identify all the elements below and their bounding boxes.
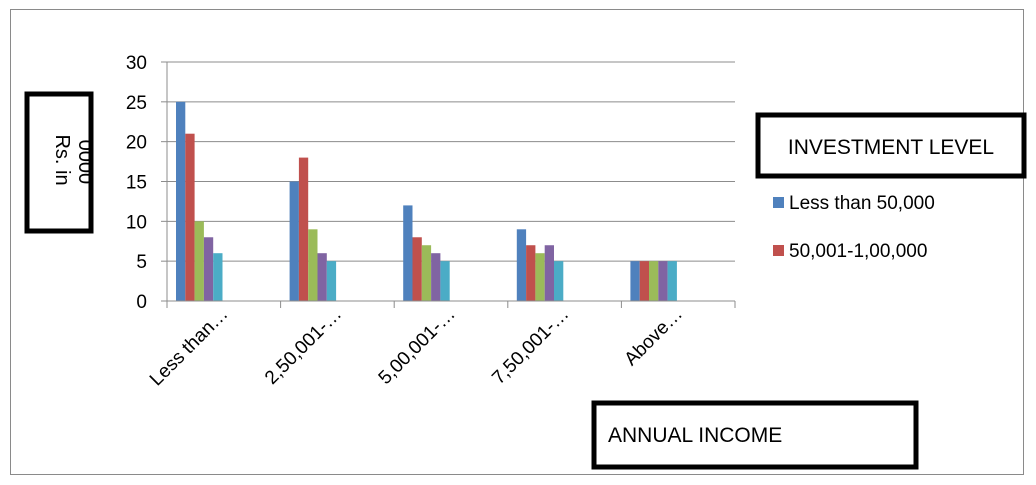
bar <box>554 261 564 301</box>
bars <box>176 101 677 301</box>
x-tick-label: 7,50,001-… <box>488 304 573 389</box>
y-axis-label-box <box>24 91 94 234</box>
bar <box>298 157 309 301</box>
bar <box>440 261 450 301</box>
bar <box>213 253 223 301</box>
bar <box>317 253 327 301</box>
axes <box>166 62 736 308</box>
legend-entry-label: 50,001-1,00,000 <box>789 241 927 262</box>
y-axis-ticks: 0 5 10 15 20 25 30 <box>126 53 167 313</box>
y-tick-label: 10 <box>126 212 147 233</box>
bar <box>649 261 659 301</box>
y-axis-label-line-2: '0000 <box>74 136 96 184</box>
bar <box>308 229 318 301</box>
bar <box>194 221 204 301</box>
x-axis-label: ANNUAL INCOME <box>608 424 782 447</box>
bar <box>526 245 536 301</box>
legend: Less than 50,000 50,001-1,00,000 <box>773 193 935 262</box>
x-axis-ticks: Less than… 2,50,001-… 5,00,001-… 7,50,001-…… <box>146 304 687 391</box>
bar <box>326 261 337 301</box>
x-tick-label: Above… <box>621 304 687 370</box>
bar <box>203 237 214 301</box>
bar <box>535 253 545 301</box>
legend-swatch <box>773 197 784 208</box>
bar <box>667 261 677 301</box>
bar <box>431 253 441 301</box>
chart-frame <box>10 9 1024 475</box>
bar <box>630 261 640 301</box>
y-tick-label: 25 <box>126 93 147 114</box>
bar <box>639 261 649 301</box>
bar <box>421 245 432 301</box>
legend-entry-label: Less than 50,000 <box>789 193 935 214</box>
y-tick-label: 20 <box>126 133 147 154</box>
bar <box>185 133 195 301</box>
y-tick-label: 0 <box>136 292 147 313</box>
bar <box>544 245 554 301</box>
bar <box>412 237 422 301</box>
y-tick-label: 30 <box>126 53 147 74</box>
legend-swatch <box>773 245 784 256</box>
legend-title: INVESTMENT LEVEL <box>788 136 994 159</box>
bar <box>289 181 299 301</box>
x-axis-label-box <box>591 400 919 470</box>
y-tick-label: 5 <box>136 252 147 273</box>
bar <box>516 229 527 301</box>
bar <box>403 205 413 301</box>
bar <box>658 261 668 301</box>
x-tick-label: Less than… <box>146 304 233 391</box>
bar <box>176 101 186 301</box>
gridlines <box>167 61 735 262</box>
y-axis-label-line-1: Rs. in <box>51 134 73 185</box>
y-tick-label: 15 <box>126 173 147 194</box>
x-tick-label: 2,50,001-… <box>261 304 346 389</box>
legend-title-box <box>755 112 1027 179</box>
x-tick-label: 5,00,001-… <box>375 304 460 389</box>
